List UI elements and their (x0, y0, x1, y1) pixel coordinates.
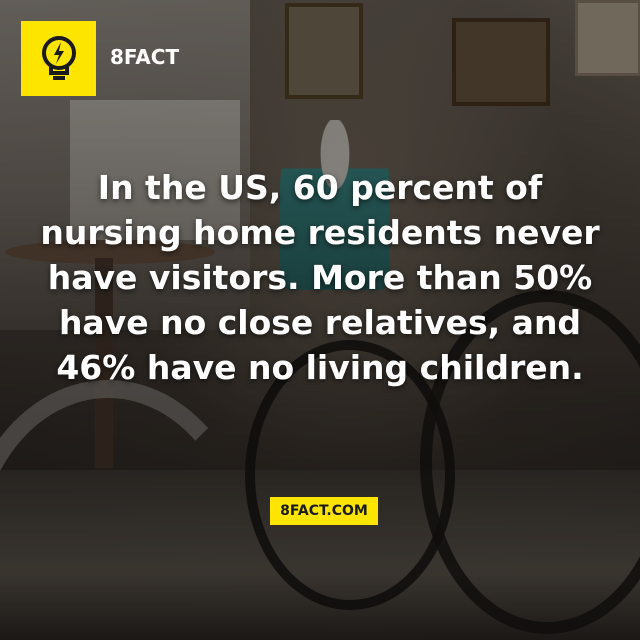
url-text: 8FACT.COM (280, 503, 368, 519)
logo (21, 21, 96, 96)
elderly-person-silhouette (280, 120, 390, 290)
wall-picture-frame (452, 18, 550, 106)
background-window (70, 100, 240, 240)
url-badge[interactable]: 8FACT.COM (270, 497, 378, 525)
wall-picture-frame (285, 3, 363, 99)
brand-name: 8FACT (110, 45, 180, 69)
fact-text: In the US, 60 percent of nursing home re… (40, 168, 600, 387)
lightbulb-bolt-icon (42, 36, 76, 80)
wall-picture-frame (575, 0, 640, 76)
